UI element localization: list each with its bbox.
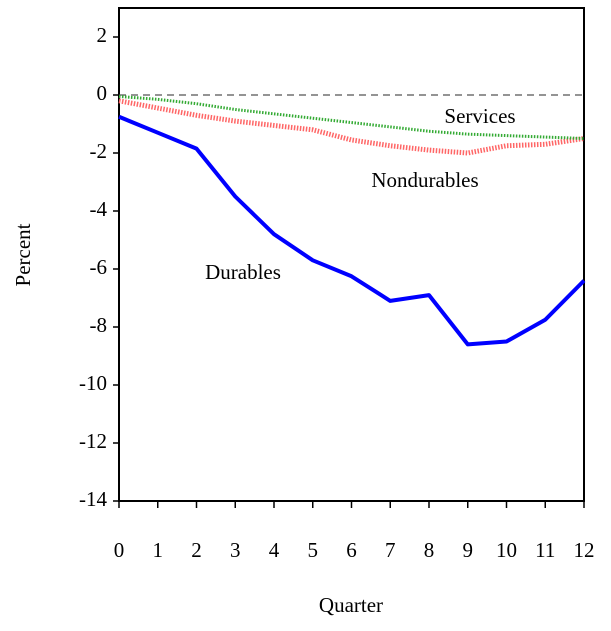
y-tick-label: -10	[79, 371, 107, 395]
y-tick-label: -6	[90, 255, 108, 279]
x-tick-label: 3	[230, 538, 241, 562]
x-tick-label: 10	[496, 538, 517, 562]
series-line	[118, 114, 586, 347]
series-label: Durables	[205, 260, 281, 284]
x-tick-label: 4	[269, 538, 280, 562]
series-line	[118, 98, 585, 156]
y-tick-label: -8	[90, 313, 108, 337]
y-tick-label: -14	[79, 487, 107, 511]
x-tick-label: 8	[424, 538, 435, 562]
series-line	[118, 94, 585, 140]
y-tick-label: -2	[90, 139, 108, 163]
x-tick-label: 6	[346, 538, 357, 562]
plot-frame	[118, 7, 585, 502]
y-tick-label: 2	[97, 23, 108, 47]
x-tick-label: 7	[385, 538, 396, 562]
x-tick-label: 1	[153, 538, 164, 562]
y-axis-label: Percent	[11, 223, 35, 286]
x-tick-label: 5	[308, 538, 319, 562]
x-axis-label: Quarter	[319, 593, 383, 617]
y-tick-label: 0	[97, 81, 108, 105]
x-tick-label: 12	[574, 538, 595, 562]
y-tick-label: -4	[90, 197, 108, 221]
y-tick-label: -12	[79, 429, 107, 453]
x-tick-label: 9	[463, 538, 474, 562]
x-tick-label: 11	[535, 538, 555, 562]
series-label: Nondurables	[371, 168, 478, 192]
series-label: Services	[444, 104, 515, 128]
x-tick-label: 0	[114, 538, 125, 562]
x-tick-label: 2	[191, 538, 202, 562]
